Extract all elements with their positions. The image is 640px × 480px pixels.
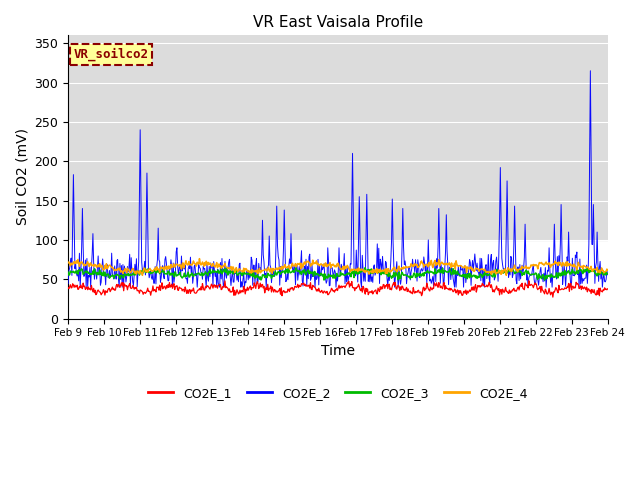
Title: VR East Vaisala Profile: VR East Vaisala Profile — [253, 15, 423, 30]
X-axis label: Time: Time — [321, 344, 355, 358]
Bar — [68, 36, 607, 240]
Legend: CO2E_1, CO2E_2, CO2E_3, CO2E_4: CO2E_1, CO2E_2, CO2E_3, CO2E_4 — [143, 382, 532, 405]
Text: VR_soilco2: VR_soilco2 — [74, 48, 148, 61]
Y-axis label: Soil CO2 (mV): Soil CO2 (mV) — [15, 129, 29, 226]
